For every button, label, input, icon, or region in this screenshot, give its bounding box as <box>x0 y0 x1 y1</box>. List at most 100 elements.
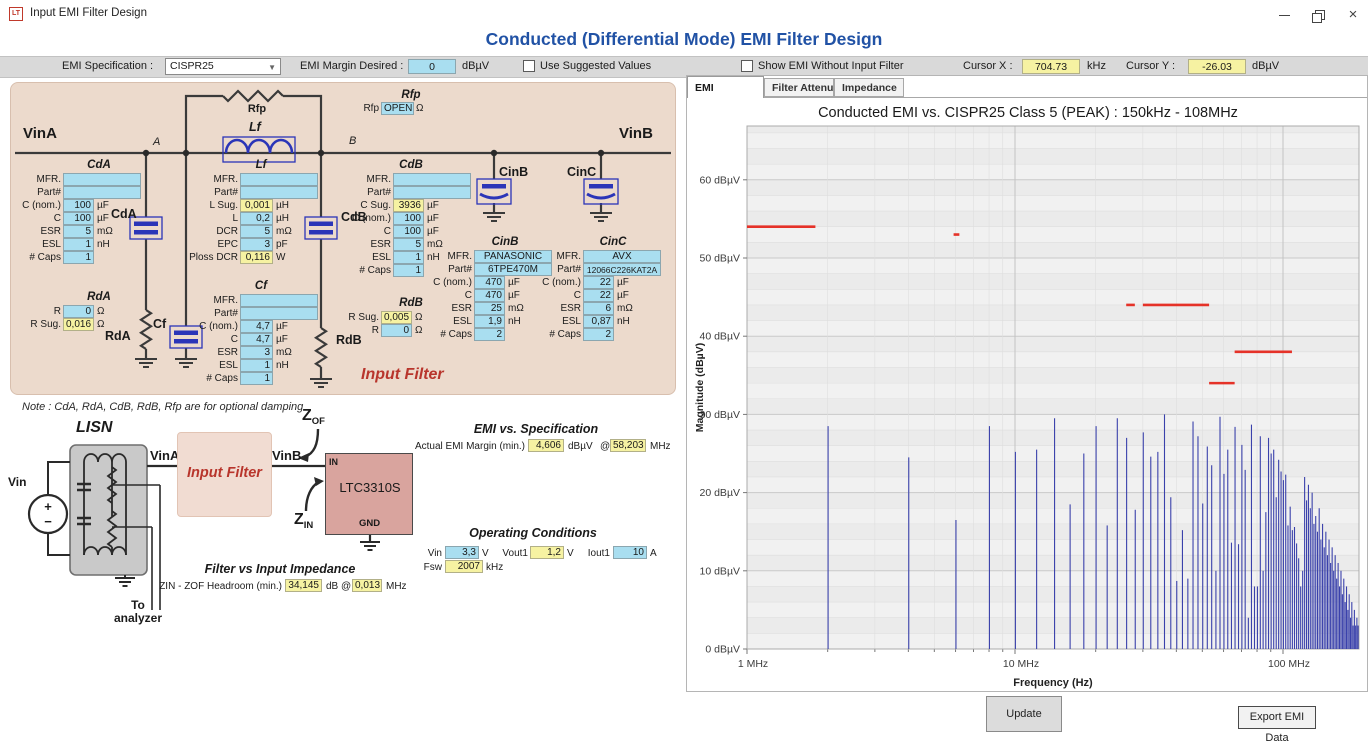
node-a-label: A <box>153 136 161 148</box>
cdb-esl-field[interactable]: 1 <box>393 251 424 264</box>
cinb-part-field[interactable]: 6TPE470M <box>474 263 552 276</box>
close-button[interactable]: × <box>1348 6 1358 23</box>
lf-l-sug-field[interactable]: 0,001 <box>240 199 273 212</box>
tab-filter-attenuation[interactable]: Filter Attenuation <box>764 78 834 97</box>
cda-c-field[interactable]: 100 <box>63 212 94 225</box>
cf-c-unit: µF <box>276 334 288 345</box>
cda-caps-field[interactable]: 1 <box>63 251 94 264</box>
cinb-mfr-label: MFR. <box>447 251 472 262</box>
cf-c-field[interactable]: 4,7 <box>240 333 273 346</box>
headroom-value-field[interactable]: 34,145 <box>285 579 322 592</box>
show-without-filter-checkbox[interactable] <box>741 60 753 72</box>
headroom-freq-field[interactable]: 0,013 <box>352 579 382 592</box>
cdb-c-nom-field[interactable]: 100 <box>393 212 424 225</box>
rda-r-field[interactable]: 0 <box>63 305 94 318</box>
headroom-unit: MHz <box>386 581 407 592</box>
svg-text:100 MHz: 100 MHz <box>1268 658 1310 670</box>
fsw-label: Fsw <box>423 562 442 573</box>
cf-esr-field[interactable]: 3 <box>240 346 273 359</box>
lf-dcr-field[interactable]: 5 <box>240 225 273 238</box>
lf-l-field[interactable]: 0,2 <box>240 212 273 225</box>
rda-r-unit: Ω <box>97 306 105 317</box>
show-without-filter-label: Show EMI Without Input Filter <box>758 60 904 72</box>
export-emi-data-button[interactable]: Export EMI Data <box>1238 706 1316 744</box>
cinb-esr-field[interactable]: 25 <box>474 302 505 315</box>
cdb-c-field[interactable]: 100 <box>393 225 424 238</box>
emi-spec-dropdown[interactable]: CISPR25 ▼ <box>165 58 281 75</box>
cda-esl-field[interactable]: 1 <box>63 238 94 251</box>
vin-source-label: Vin <box>8 475 27 489</box>
cinc-part-field[interactable]: 12066C226KAT2A <box>583 263 661 276</box>
cinb-c-nom-field[interactable]: 470 <box>474 276 505 289</box>
tab-emi[interactable]: EMI <box>687 76 764 98</box>
cf-caps-field[interactable]: 1 <box>240 372 273 385</box>
lf-ploss-dcr-unit: W <box>276 252 286 263</box>
vout1-field[interactable]: 1,2 <box>530 546 564 559</box>
cdb-mfr-field[interactable] <box>393 173 471 186</box>
cinc-caps-field[interactable]: 2 <box>583 328 614 341</box>
cda-c-nom-label: C (nom.) <box>22 200 61 211</box>
svg-text:Magnitude (dBµV): Magnitude (dBµV) <box>694 343 706 432</box>
cf-esl-field[interactable]: 1 <box>240 359 273 372</box>
rfp-rfp-field[interactable]: OPEN <box>381 102 414 115</box>
lf-group-header: Lf <box>255 159 267 171</box>
cinc-esr-field[interactable]: 6 <box>583 302 614 315</box>
cinc-esl-field[interactable]: 0,87 <box>583 315 614 328</box>
lf-mfr-field[interactable] <box>240 173 318 186</box>
cinc-c-field[interactable]: 22 <box>583 289 614 302</box>
svg-text:10 dBµV: 10 dBµV <box>700 565 741 577</box>
fsw-field[interactable]: 2007 <box>445 560 483 573</box>
emi-margin-freq-field[interactable]: 58,203 <box>610 439 646 452</box>
cdb-c-nom-label: C (nom.) <box>352 213 391 224</box>
cda-esl-label: ESL <box>42 239 61 250</box>
cdb-esr-field[interactable]: 5 <box>393 238 424 251</box>
cda-c-nom-field[interactable]: 100 <box>63 199 94 212</box>
cinb-esl-field[interactable]: 1,9 <box>474 315 505 328</box>
cda-esr-field[interactable]: 5 <box>63 225 94 238</box>
rdb-r-sug-unit: Ω <box>415 312 423 323</box>
minimize-icon <box>1279 15 1290 16</box>
rda-r-sug-field[interactable]: 0,016 <box>63 318 94 331</box>
cdb-c-sug-field[interactable]: 3936 <box>393 199 424 212</box>
cda-c-nom-unit: µF <box>97 200 109 211</box>
cinb-part-label: Part# <box>448 264 472 275</box>
cdb-esl-label: ESL <box>372 252 391 263</box>
rdb-r-field[interactable]: 0 <box>381 324 412 337</box>
emi-margin-value-field[interactable]: 4,606 <box>528 439 564 452</box>
rdb-r-sug-field[interactable]: 0,005 <box>381 311 412 324</box>
margin-input[interactable]: 0 <box>408 59 456 74</box>
cda-part-field[interactable] <box>63 186 141 199</box>
input-filter-block: Input Filter <box>177 432 272 517</box>
cinc-mfr-field[interactable]: AVX <box>583 250 661 263</box>
tab-impedance[interactable]: Impedance <box>834 78 904 97</box>
vinb-net-label: VinB <box>619 125 653 142</box>
cinc-c-nom-field[interactable]: 22 <box>583 276 614 289</box>
cinb-caps-field[interactable]: 2 <box>474 328 505 341</box>
cursor-x-value[interactable]: 704.73 <box>1022 59 1080 74</box>
cinb-mfr-field[interactable]: PANASONIC <box>474 250 552 263</box>
minimize-button[interactable] <box>1272 6 1298 24</box>
cf-mfr-field[interactable] <box>240 294 318 307</box>
cf-part-field[interactable] <box>240 307 318 320</box>
tab-divider <box>687 97 1367 98</box>
emi-margin-freq-unit: MHz <box>650 441 671 452</box>
lf-ploss-dcr-field[interactable]: 0,116 <box>240 251 273 264</box>
cf-c-nom-field[interactable]: 4,7 <box>240 320 273 333</box>
cf-group-header: Cf <box>254 280 268 292</box>
lf-epc-field[interactable]: 3 <box>240 238 273 251</box>
vin-field[interactable]: 3,3 <box>445 546 479 559</box>
cinc-c-nom-label: C (nom.) <box>542 277 581 288</box>
restore-button[interactable] <box>1306 6 1332 24</box>
margin-label: EMI Margin Desired : <box>300 60 404 72</box>
update-button[interactable]: Update <box>986 696 1062 732</box>
cdb-part-field[interactable] <box>393 186 471 199</box>
use-suggested-checkbox[interactable] <box>523 60 535 72</box>
cda-mfr-field[interactable] <box>63 173 141 186</box>
cdb-caps-field[interactable]: 1 <box>393 264 424 277</box>
iout1-field[interactable]: 10 <box>613 546 647 559</box>
emi-chart-plot[interactable]: 0 dBµV 10 dBµV 20 dBµV 30 dBµV 40 dBµV 50 dBµ… <box>687 76 1367 690</box>
cursor-y-value[interactable]: -26.03 <box>1188 59 1246 74</box>
cinb-c-unit: µF <box>508 290 520 301</box>
cinb-c-field[interactable]: 470 <box>474 289 505 302</box>
lf-part-field[interactable] <box>240 186 318 199</box>
